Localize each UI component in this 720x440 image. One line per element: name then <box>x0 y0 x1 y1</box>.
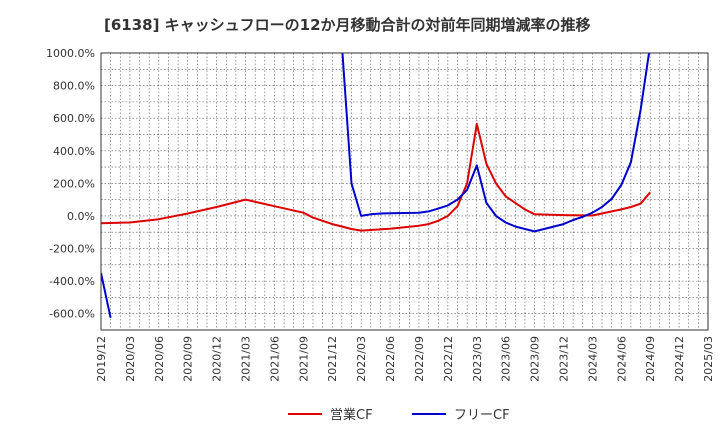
x-tick-label: 2023/09 <box>529 336 542 382</box>
x-tick-label: 2020/06 <box>153 336 166 382</box>
x-tick-label: 2021/03 <box>240 336 253 382</box>
y-tick-label: 600.0% <box>53 112 95 125</box>
y-tick-label: -200.0% <box>49 243 95 256</box>
chart-title: [6138] キャッシュフローの12か月移動合計の対前年同期増減率の推移 <box>104 16 591 34</box>
x-tick-label: 2022/12 <box>442 336 455 382</box>
y-axis-ticks: 1000.0% 800.0% 600.0% 400.0% 200.0% 0.0% -200.… <box>46 47 95 321</box>
legend-label-free-cf: フリーCF <box>454 408 510 423</box>
free-cf-line <box>341 53 651 233</box>
grid <box>100 52 709 330</box>
y-tick-label: 400.0% <box>53 145 95 158</box>
x-tick-label: 2020/03 <box>124 336 137 382</box>
x-tick-label: 2023/12 <box>557 336 570 382</box>
x-tick-label: 2024/03 <box>586 336 599 382</box>
x-tick-label: 2023/06 <box>500 336 513 382</box>
x-tick-label: 2021/06 <box>268 336 281 382</box>
legend-label-operating-cf: 営業CF <box>330 407 373 423</box>
x-tick-label: 2024/09 <box>644 336 657 382</box>
operating-cf-line <box>101 122 651 232</box>
x-tick-label: 2024/06 <box>615 336 628 382</box>
y-tick-label: -600.0% <box>49 308 95 321</box>
x-tick-label: 2020/09 <box>182 336 195 382</box>
y-tick-label: -400.0% <box>49 275 95 288</box>
x-tick-label: 2025/03 <box>702 336 715 382</box>
x-tick-label: 2024/12 <box>673 336 686 382</box>
free-cf-line <box>101 272 112 319</box>
x-tick-label: 2021/12 <box>326 336 339 382</box>
x-tick-label: 2022/06 <box>384 336 397 382</box>
x-tick-label: 2019/12 <box>95 336 108 382</box>
x-tick-label: 2023/03 <box>471 336 484 382</box>
x-tick-label: 2021/09 <box>297 336 310 382</box>
x-tick-label: 2022/03 <box>355 336 368 382</box>
y-tick-label: 800.0% <box>53 80 95 93</box>
y-tick-label: 1000.0% <box>46 47 95 60</box>
plot-frame <box>100 52 709 331</box>
y-tick-label: 0.0% <box>67 210 95 223</box>
y-tick-label: 200.0% <box>53 177 95 190</box>
x-tick-label: 2020/12 <box>211 336 224 382</box>
series-layer <box>101 53 651 319</box>
legend: 営業CF フリーCF <box>288 407 510 423</box>
x-axis-ticks: 2019/12 2020/03 2020/06 2020/09 2020/12 2021/… <box>95 336 715 382</box>
x-tick-label: 2022/09 <box>413 336 426 382</box>
